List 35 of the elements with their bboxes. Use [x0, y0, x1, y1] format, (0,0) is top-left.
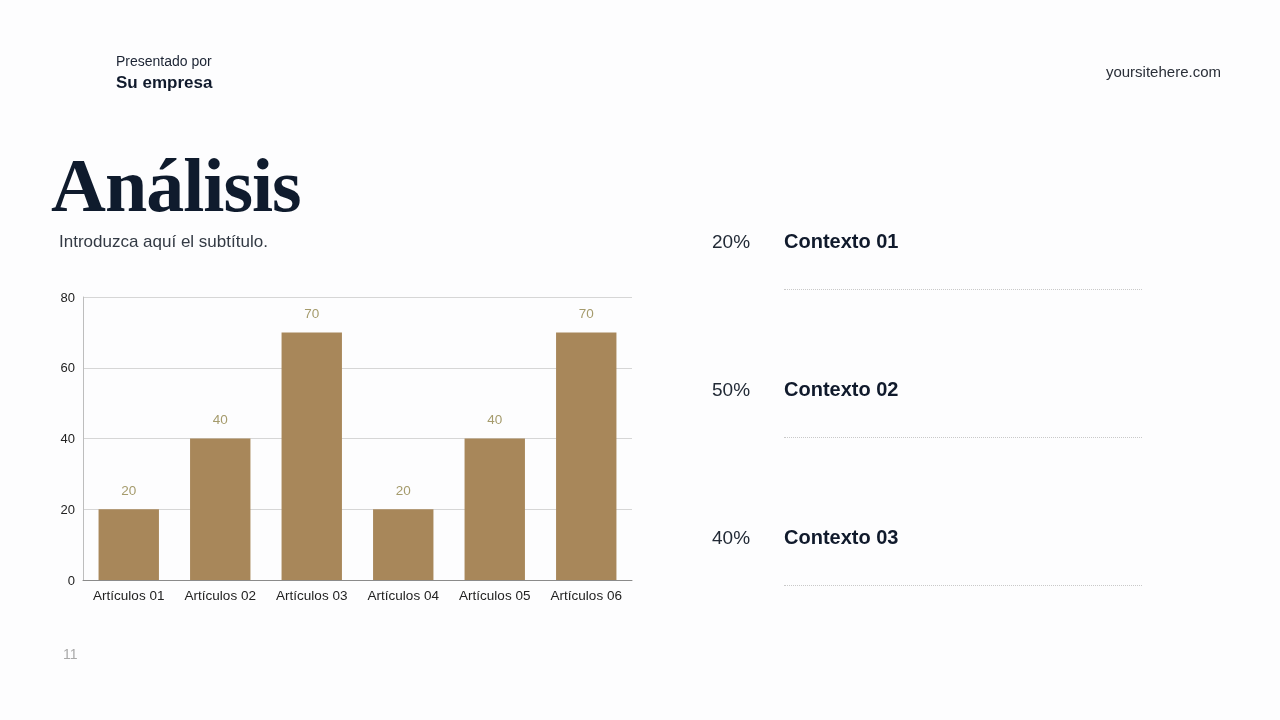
- data-label: 40: [212, 412, 228, 427]
- text: Contexto 02: [784, 378, 899, 400]
- text: yoursitehere.com: [1105, 63, 1221, 80]
- bar: [373, 509, 434, 580]
- data-label: 20: [121, 482, 137, 498]
- data-label: 70: [578, 305, 594, 321]
- y-tick-label: 60: [60, 360, 75, 376]
- y-tick-label: 40: [60, 431, 75, 446]
- data-label: 70: [304, 305, 320, 321]
- text: Contexto 01: [784, 230, 899, 252]
- text: 40%: [712, 527, 751, 548]
- x-tick-label: Artículos 03: [276, 587, 348, 603]
- x-tick-label: Artículos 05: [459, 587, 531, 603]
- bar: [98, 509, 159, 580]
- x-tick-label: Artículos 06: [550, 587, 622, 603]
- text: 20%: [712, 231, 751, 252]
- x-tick-label: Artículos 02: [184, 587, 256, 603]
- data-label: 40: [487, 412, 503, 427]
- y-tick-label: 80: [60, 289, 75, 305]
- text: 11: [63, 646, 78, 662]
- chart-title: Análisis: [51, 143, 301, 227]
- bar: [464, 438, 525, 580]
- data-label: 20: [395, 482, 411, 498]
- bar: [190, 438, 251, 580]
- y-tick-label: 20: [60, 501, 75, 517]
- chart-subtitle: Introduzca aquí el subtítulo.: [59, 232, 268, 251]
- text: Contexto 03: [784, 526, 899, 548]
- text: 50%: [712, 379, 751, 400]
- x-tick-label: Artículos 01: [93, 587, 165, 603]
- bar: [556, 332, 617, 580]
- text: Presentado por: [116, 53, 212, 69]
- text: Su empresa: [116, 73, 213, 92]
- bar: [281, 332, 342, 580]
- y-tick-label: 0: [67, 572, 75, 588]
- x-tick-label: Artículos 04: [367, 587, 440, 603]
